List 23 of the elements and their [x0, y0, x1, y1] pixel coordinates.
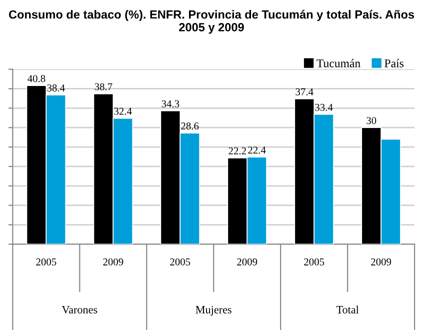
data-label: 38.7	[94, 83, 112, 90]
data-label: 32.4	[114, 108, 132, 115]
legend-label: País	[384, 58, 404, 68]
text: Mujeres	[196, 306, 232, 316]
data-label: 38.4	[47, 84, 65, 92]
data-label: 28.6	[181, 122, 199, 130]
data-label: 40.8	[28, 75, 46, 82]
data-label: 22.2	[228, 147, 246, 154]
text: Varones	[62, 306, 98, 314]
x-tick-label: 2005	[170, 258, 190, 266]
x-tick-label: 2005	[36, 258, 56, 266]
x-tick-label: 2009	[103, 258, 124, 266]
legend-label: Tucumán	[316, 58, 360, 68]
x-tick-label: 2009	[237, 258, 258, 266]
x-tick-label: 2009	[371, 258, 392, 266]
data-label: 33.4	[315, 104, 333, 111]
text: Total	[336, 306, 359, 314]
data-label: 34.3	[162, 100, 180, 108]
chart-title: Consumo de tabaco (%). ENFR. Provincia de Tucumán y total País. Años 2005 y 2009	[8, 10, 414, 34]
data-label: 22.4	[248, 146, 266, 154]
data-label: 37.4	[296, 88, 314, 96]
data-label: 30	[366, 117, 376, 124]
x-tick-label: 2005	[304, 258, 324, 266]
